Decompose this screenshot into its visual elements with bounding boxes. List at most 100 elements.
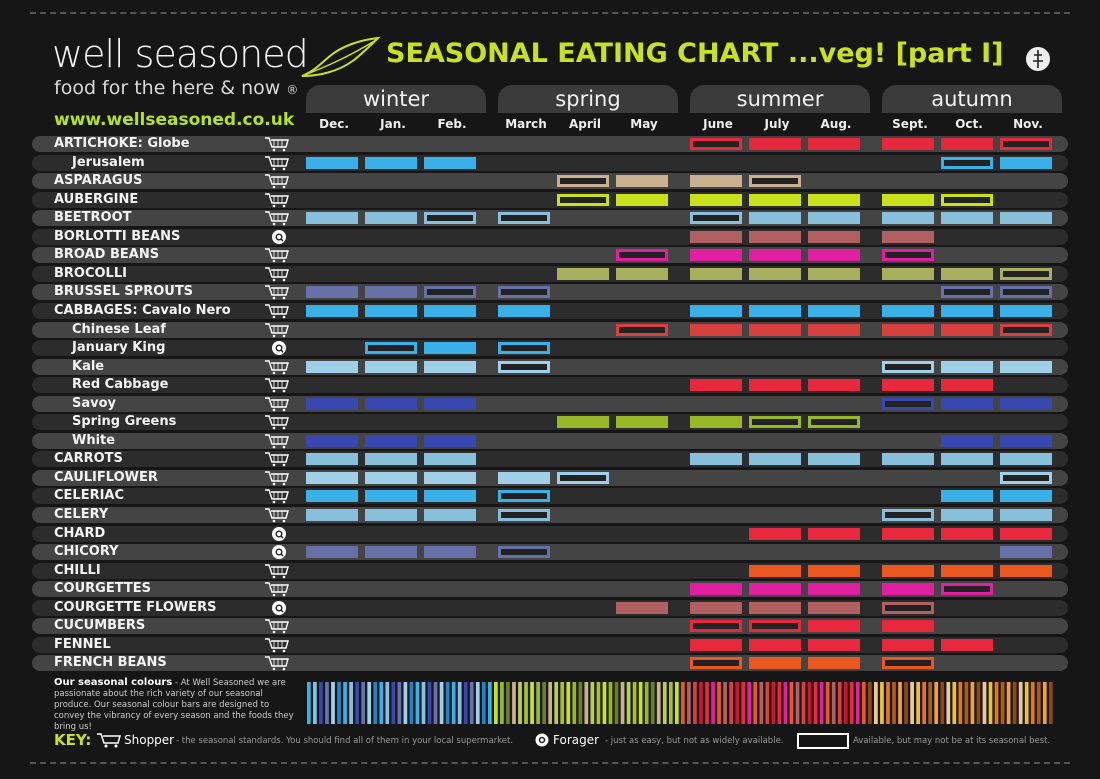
colour-strip-bar: [566, 682, 571, 724]
season-bar-filled: [424, 546, 476, 559]
shopper-cart-icon: [264, 192, 290, 208]
shopper-cart-icon: [264, 451, 290, 467]
colour-strip-bar: [620, 682, 625, 724]
season-bar-outline: [882, 509, 934, 521]
forager-description: - just as easy, but not as widely availa…: [605, 736, 784, 746]
colour-strip-bar: [717, 682, 721, 724]
row-band: [32, 154, 1068, 171]
season-bar-outline: [557, 193, 609, 206]
colour-strip-bar: [952, 682, 957, 724]
row-band: [32, 358, 1068, 375]
season-bar-outline: [498, 546, 550, 559]
season-bar-filled: [882, 193, 934, 206]
season-summer: summer: [690, 85, 870, 113]
veg-label: CAULIFLOWER: [54, 469, 158, 485]
brand-tagline: food for the here & now ®: [54, 77, 299, 99]
season-bar-filled: [365, 490, 417, 503]
season-bar-outline: [365, 342, 417, 355]
colour-strip-bar: [747, 682, 752, 724]
season-bar-filled: [690, 249, 742, 262]
season-bar-filled: [1000, 360, 1052, 373]
veg-label: FENNEL: [54, 636, 111, 652]
season-bar-filled: [941, 212, 993, 225]
season-bar-filled: [882, 138, 934, 150]
season-bar-filled: [808, 620, 860, 633]
season-bar-outline: [882, 657, 934, 670]
row-band: [32, 340, 1068, 357]
veg-label: CUCUMBERS: [54, 618, 146, 634]
season-bar-filled: [882, 620, 934, 633]
outline-key-swatch: [797, 733, 849, 749]
colour-strip-bar: [946, 682, 951, 724]
colour-strip-bar: [554, 682, 559, 724]
colour-strip-bar: [397, 682, 402, 724]
veg-label: White: [72, 432, 116, 448]
season-bar-filled: [424, 156, 476, 169]
season-bar-filled: [808, 638, 860, 651]
season-bar-filled: [1000, 453, 1052, 466]
season-bar-filled: [808, 193, 860, 206]
website-link[interactable]: www.wellseasoned.co.uk: [54, 110, 295, 130]
season-bar-filled: [306, 286, 358, 299]
season-bar-filled: [616, 601, 668, 614]
colour-strip-bar: [584, 682, 589, 724]
colour-strip-bar: [958, 682, 963, 724]
season-bar-filled: [808, 323, 860, 336]
veg-label: CHICORY: [54, 544, 119, 560]
season-bar-filled: [306, 156, 358, 169]
season-bar-filled: [808, 304, 860, 317]
row-band: [32, 507, 1068, 523]
veg-label: FRENCH BEANS: [54, 655, 167, 671]
season-bar-filled: [749, 249, 801, 262]
colour-strip-bar: [560, 682, 565, 724]
month-label: Dec.: [319, 117, 349, 131]
row-band: [32, 284, 1068, 301]
season-bar-filled: [882, 379, 934, 392]
season-bar-outline: [1000, 267, 1052, 280]
key-label: KEY:: [54, 731, 92, 749]
veg-label: Spring Greens: [72, 414, 177, 430]
colour-strip-bar: [898, 682, 902, 724]
colour-strip-bar: [313, 682, 317, 724]
month-label: Jan.: [380, 117, 406, 131]
colour-strip-bar: [373, 682, 378, 724]
season-bar-filled: [424, 360, 476, 373]
colour-strip-bar: [837, 682, 842, 724]
season-bar-filled: [690, 416, 742, 429]
colour-strip-bar: [596, 682, 601, 724]
forager-icon: [264, 544, 290, 560]
veg-label: BRUSSEL SPROUTS: [54, 284, 194, 300]
season-bar-filled: [306, 546, 358, 559]
colour-strip-bar: [807, 682, 812, 724]
colour-strip-bar: [451, 682, 456, 724]
colour-strip-bar: [638, 682, 643, 724]
colour-strip-bar: [699, 682, 703, 724]
colour-strip-bar: [656, 682, 661, 724]
season-bar-outline: [882, 601, 934, 614]
colour-strip-bar: [355, 682, 359, 724]
season-bar-filled: [1000, 304, 1052, 317]
season-bar-filled: [808, 583, 860, 596]
row-band: [32, 544, 1068, 561]
season-bar-outline: [424, 286, 476, 299]
season-bar-filled: [749, 230, 801, 243]
season-bar-filled: [882, 564, 934, 577]
forager-icon: [264, 600, 290, 616]
colour-strip-bar: [1042, 682, 1047, 724]
colour-strip-bar: [801, 682, 806, 724]
season-bar-outline: [616, 323, 668, 336]
colour-strip-bar: [415, 682, 420, 724]
season-bar-outline: [1000, 471, 1052, 484]
colour-strip-bar: [421, 682, 426, 724]
colour-strip-bar: [590, 682, 595, 724]
colour-strip-bar: [886, 682, 890, 724]
season-bar-filled: [882, 638, 934, 651]
colour-strip-bar: [469, 682, 474, 724]
shopper-cart-icon: [264, 488, 290, 504]
season-bar-outline: [882, 249, 934, 262]
colour-strip-bar: [506, 682, 510, 724]
veg-label: Savoy: [72, 395, 117, 411]
season-bar-outline: [808, 416, 860, 429]
colour-strip-bar: [361, 682, 366, 724]
shopper-cart-icon: [264, 470, 290, 486]
